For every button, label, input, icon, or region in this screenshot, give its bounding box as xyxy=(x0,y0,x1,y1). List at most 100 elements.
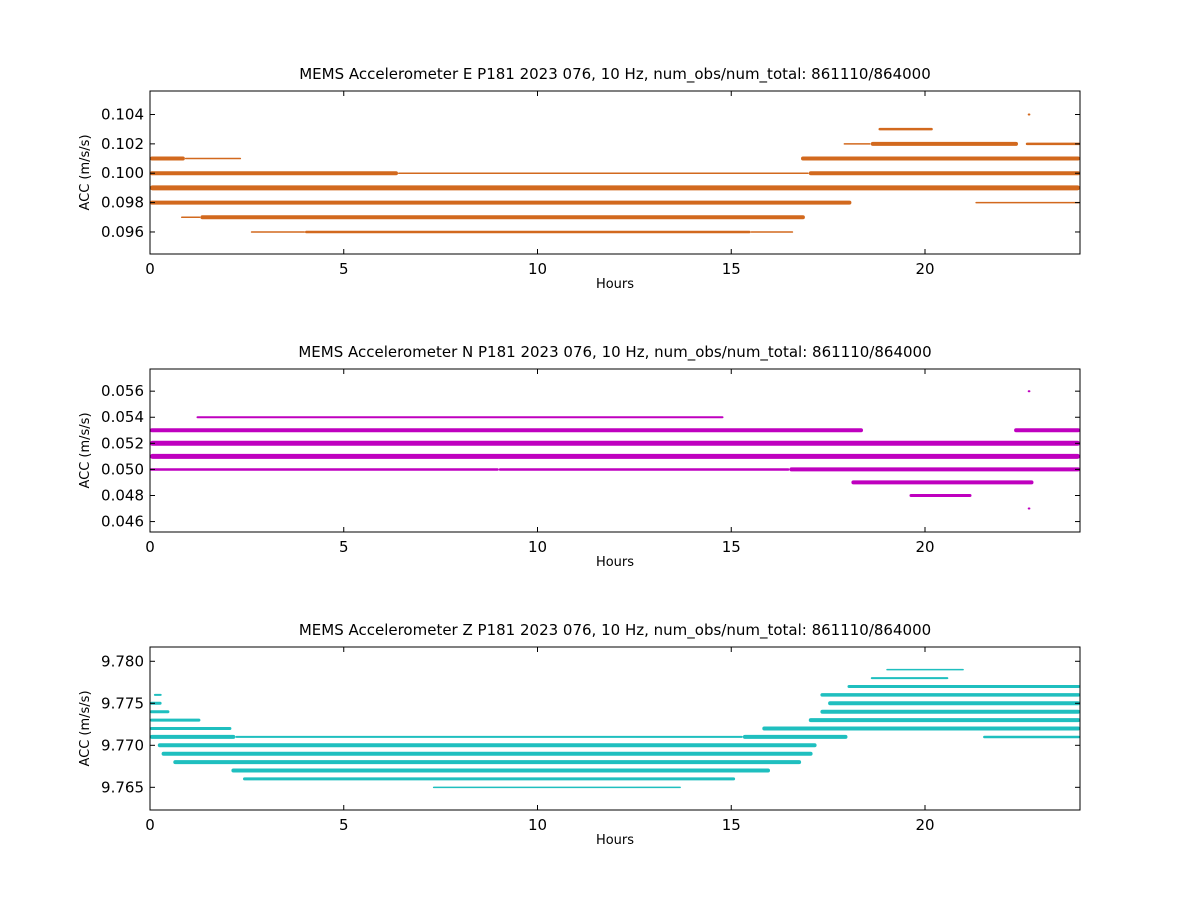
data-band-3-0 xyxy=(150,718,201,722)
x-tick-label: 15 xyxy=(722,260,741,278)
data-band-4-0 xyxy=(181,216,201,218)
data-band-0-1 xyxy=(820,693,1080,697)
x-tick-label: 0 xyxy=(145,538,155,556)
data-band-0-0 xyxy=(150,156,185,161)
x-tick-label: 10 xyxy=(528,816,547,834)
x-tick-label: 20 xyxy=(915,538,934,556)
data-band-6-0 xyxy=(843,143,871,145)
data-band-1-1 xyxy=(398,172,809,174)
x-tick-label: 5 xyxy=(339,260,349,278)
y-tick-label: 0.100 xyxy=(101,164,144,182)
x-tick-label: 15 xyxy=(722,816,741,834)
y-tick-label: 9.770 xyxy=(101,736,144,754)
y-tick-label: 0.056 xyxy=(101,382,144,400)
data-band-4-0 xyxy=(150,468,499,471)
y-tick-label: 9.765 xyxy=(101,778,144,796)
data-band-5-3 xyxy=(983,735,1080,739)
data-band-5-2 xyxy=(742,734,848,739)
chart-panel-2: MEMS Accelerometer Z P181 2023 076, 10 H… xyxy=(78,621,1081,848)
data-band-9-0 xyxy=(231,768,770,773)
data-series xyxy=(150,390,1080,510)
data-band-5-0 xyxy=(150,734,236,739)
y-tick-label: 0.052 xyxy=(101,434,144,452)
data-band-1-0 xyxy=(150,171,398,176)
x-axis-label: Hours xyxy=(596,833,634,848)
y-tick-label: 0.046 xyxy=(101,513,144,531)
y-axis-label: ACC (m/s/s) xyxy=(78,134,93,210)
data-band-8-0 xyxy=(173,760,802,765)
x-tick-label: 10 xyxy=(528,260,547,278)
x-tick-label: 20 xyxy=(915,260,934,278)
data-band-1-0 xyxy=(150,701,162,705)
data-band-0-1 xyxy=(184,157,242,160)
data-band-4-1 xyxy=(200,215,805,220)
chart-panel-0: MEMS Accelerometer E P181 2023 076, 10 H… xyxy=(78,65,1081,292)
x-tick-label: 10 xyxy=(528,538,547,556)
data-band-13-0 xyxy=(870,677,949,680)
y-tick-label: 0.104 xyxy=(101,105,144,123)
chart-title: MEMS Accelerometer Z P181 2023 076, 10 H… xyxy=(299,621,931,640)
data-band-12-0 xyxy=(847,685,1080,688)
data-band-1-1 xyxy=(1014,428,1080,433)
data-band-4-1 xyxy=(762,726,1081,731)
data-band-4-1 xyxy=(498,468,790,471)
data-band-11-0 xyxy=(432,786,681,789)
axes-frame xyxy=(149,646,1081,811)
data-band-6-0 xyxy=(909,494,972,497)
data-band-6-2 xyxy=(1025,142,1081,146)
data-band-3-1 xyxy=(975,201,1080,204)
data-band-2-0 xyxy=(150,710,170,714)
chart-panel-1: MEMS Accelerometer N P181 2023 076, 10 H… xyxy=(78,343,1081,570)
data-band-6-0 xyxy=(157,743,817,748)
x-tick-label: 20 xyxy=(915,816,934,834)
chart-title: MEMS Accelerometer E P181 2023 076, 10 H… xyxy=(299,65,931,84)
data-band-3-1 xyxy=(808,718,1081,723)
y-tick-label: 0.050 xyxy=(101,460,144,478)
x-tick-label: 5 xyxy=(339,538,349,556)
data-band-0-0 xyxy=(196,416,724,419)
x-tick-label: 0 xyxy=(145,816,155,834)
data-series xyxy=(150,113,1081,234)
data-band-1-1 xyxy=(828,701,1080,706)
data-band-5-1 xyxy=(305,230,751,234)
data-band-6-1 xyxy=(870,141,1018,146)
data-band-0-0 xyxy=(153,693,162,696)
x-tick-label: 5 xyxy=(339,816,349,834)
data-series xyxy=(150,668,1081,789)
data-band-4-0 xyxy=(150,727,232,730)
data-band-1-0 xyxy=(150,428,863,433)
axes-frame xyxy=(149,368,1081,533)
axes-frame xyxy=(149,90,1081,255)
y-tick-label: 9.775 xyxy=(101,694,144,712)
data-band-7-0 xyxy=(1027,390,1031,393)
data-band-5-0 xyxy=(851,480,1034,485)
y-tick-label: 0.096 xyxy=(101,223,144,241)
y-axis-label: ACC (m/s/s) xyxy=(78,412,93,488)
y-tick-label: 0.098 xyxy=(101,194,144,212)
data-band-2-1 xyxy=(820,709,1080,714)
x-tick-label: 0 xyxy=(145,260,155,278)
data-band-5-1 xyxy=(235,735,743,738)
data-band-10-0 xyxy=(243,777,736,781)
x-axis-label: Hours xyxy=(596,555,634,570)
y-tick-label: 9.780 xyxy=(101,652,144,670)
data-band-3-0 xyxy=(150,200,852,205)
data-band-4-2 xyxy=(789,467,1080,472)
data-band-5-0 xyxy=(250,231,306,233)
data-band-8-0 xyxy=(1027,113,1031,116)
y-axis-label: ACC (m/s/s) xyxy=(78,690,93,766)
data-band-1-2 xyxy=(808,171,1081,176)
chart-title: MEMS Accelerometer N P181 2023 076, 10 H… xyxy=(298,343,931,362)
data-band-8-0 xyxy=(1027,507,1031,510)
data-band-3-0 xyxy=(150,453,1080,459)
data-band-7-0 xyxy=(878,127,933,131)
data-band-14-0 xyxy=(886,668,964,671)
x-axis-label: Hours xyxy=(596,277,634,292)
data-band-2-0 xyxy=(150,440,1080,446)
data-band-2-0 xyxy=(150,185,1080,191)
y-tick-label: 0.102 xyxy=(101,135,144,153)
x-tick-label: 15 xyxy=(722,538,741,556)
data-band-5-2 xyxy=(750,231,794,233)
data-band-7-0 xyxy=(161,751,813,756)
